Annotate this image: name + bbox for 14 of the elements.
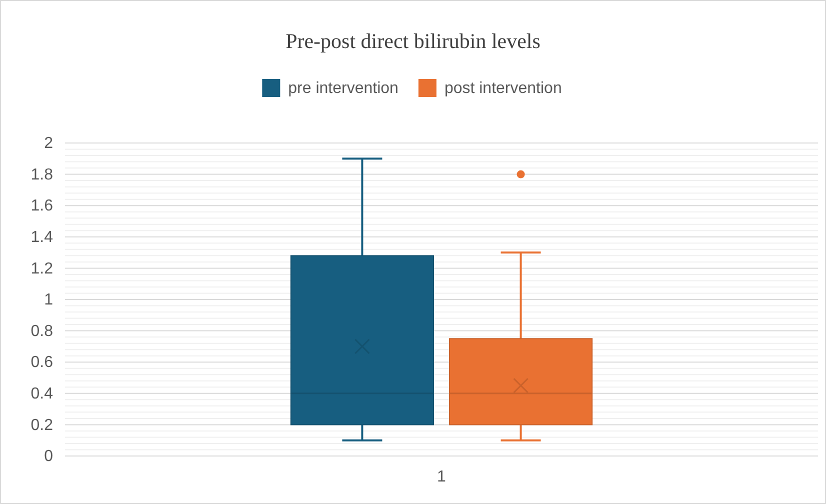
y-tick-label: 0.2	[30, 416, 54, 434]
y-tick-label: 0.4	[30, 386, 54, 403]
y-tick-label: 0.8	[30, 322, 54, 340]
chart-title: Pre-post direct bilirubin levels	[286, 29, 540, 53]
y-tick-label: 2	[44, 135, 54, 152]
legend-label: pre intervention	[288, 80, 398, 97]
y-tick-label: 0	[44, 448, 54, 466]
y-tick-label: 1.6	[30, 198, 54, 215]
y-tick-label: 1.4	[30, 229, 54, 246]
legend-label: post intervention	[444, 80, 562, 97]
y-tick-label: 0.6	[30, 354, 54, 372]
y-tick-label: 1	[44, 292, 54, 309]
y-tick-label: 1.2	[30, 260, 54, 278]
y-tick-label: 1.8	[30, 166, 54, 184]
